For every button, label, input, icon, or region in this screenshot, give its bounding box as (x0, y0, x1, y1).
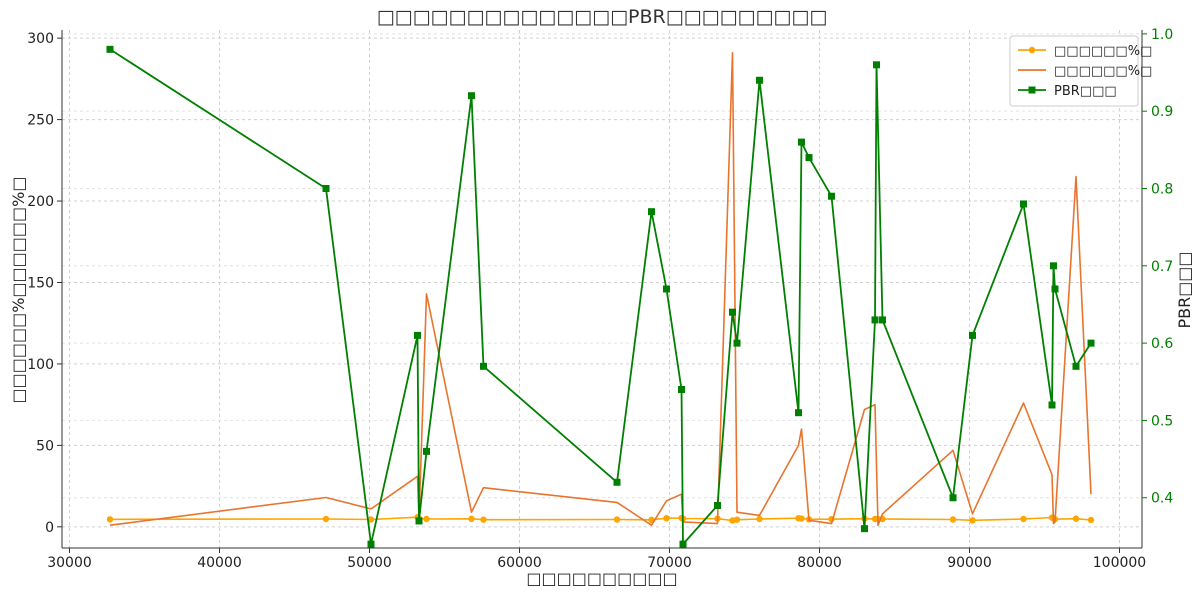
data-point-square (756, 76, 763, 84)
y-tick-label: 200 (27, 194, 54, 210)
x-tick-label: 60000 (497, 555, 542, 571)
chart-title: □□□□□□□□□□□□□□PBR□□□□□□□□□ (377, 6, 828, 28)
data-point-square (1072, 362, 1080, 370)
axes (61, 30, 1143, 549)
data-point-square (415, 517, 423, 525)
data-point-circle (423, 515, 430, 523)
x-tick-label: 100000 (1093, 555, 1146, 571)
x-tick-label: 90000 (947, 555, 992, 571)
data-point-circle (106, 516, 114, 523)
data-point-square (733, 339, 741, 347)
legend-box (1009, 35, 1139, 107)
x-axis-label: □□□□□□□□□□ (526, 569, 677, 588)
data-point-square (414, 331, 421, 339)
y2-tick-label: 0.9 (1151, 104, 1173, 120)
y2-tick-label: 0.4 (1151, 491, 1173, 507)
data-point-square (873, 61, 880, 69)
data-point-square (663, 285, 670, 293)
data-point-square (1048, 401, 1056, 409)
data-point-circle (1020, 515, 1027, 523)
data-point-square (1020, 200, 1027, 208)
data-point-circle (468, 515, 475, 523)
data-point-circle (1087, 516, 1095, 524)
data-point-square (795, 409, 802, 417)
legend: □□□□□□%□ □□□□□□%□ PBR□□□ (1009, 35, 1152, 107)
legend-label: □□□□□□%□ (1054, 44, 1152, 59)
x-tick-label: 50000 (347, 555, 392, 571)
data-point-square (805, 154, 813, 162)
data-point-circle (1072, 515, 1080, 522)
x-tick-label: 40000 (197, 555, 242, 571)
data-point-square (1050, 262, 1057, 270)
grid-lines (62, 30, 1142, 548)
data-point-square (480, 362, 487, 370)
data-point-square (714, 501, 721, 509)
data-point-square (828, 192, 835, 200)
y2-tick-label: 0.5 (1151, 413, 1173, 429)
data-point-square (367, 540, 375, 548)
data-point-square (969, 331, 976, 339)
data-point-square (879, 316, 886, 324)
data-point-circle (480, 516, 487, 523)
legend-swatch-marker (1028, 46, 1036, 54)
data-point-square (861, 525, 868, 533)
data-point-square (613, 478, 621, 486)
data-point-circle (949, 516, 957, 523)
x-tick-label: 80000 (797, 555, 842, 571)
plot-series (106, 45, 1095, 548)
data-point-square (679, 540, 687, 548)
y2-tick-label: 0.8 (1151, 181, 1173, 197)
data-point-square (423, 447, 430, 455)
data-point-square (648, 208, 655, 216)
data-point-square (871, 316, 879, 324)
x-tick-label: 70000 (647, 555, 692, 571)
y2-axis-label: PBR□□□ (1175, 251, 1194, 328)
legend-label: PBR□□□ (1054, 84, 1117, 99)
data-point-circle (969, 517, 976, 524)
y2-tick-label: 1.0 (1151, 27, 1173, 43)
data-point-square (322, 184, 330, 192)
data-point-circle (798, 515, 805, 522)
y-tick-label: 250 (27, 113, 54, 129)
data-point-square (949, 494, 957, 502)
data-point-square (729, 308, 736, 316)
data-point-square (468, 92, 475, 100)
y-axis-label: □□□□□□%□□□□□□%□ (9, 177, 28, 404)
data-point-square (1087, 339, 1095, 347)
data-point-square (678, 386, 685, 394)
y2-tick-label: 0.7 (1151, 259, 1173, 275)
data-point-square (1051, 285, 1059, 293)
data-point-circle (322, 515, 330, 523)
tick-labels: 30000 40000 50000 60000 70000 80000 90000 10000… (27, 27, 1173, 571)
data-point-circle (613, 516, 621, 523)
legend-swatch-marker (1028, 86, 1036, 94)
data-point-circle (663, 514, 670, 522)
legend-label: □□□□□□%□ (1054, 64, 1152, 79)
series-line-2 (109, 51, 1092, 527)
y-tick-label: 100 (27, 357, 54, 373)
data-point-circle (733, 516, 741, 523)
y-tick-label: 0 (45, 520, 54, 536)
y-tick-label: 50 (36, 438, 54, 454)
data-point-square (106, 45, 114, 53)
data-point-circle (367, 516, 375, 523)
data-point-square (798, 138, 805, 146)
x-tick-label: 30000 (47, 555, 92, 571)
data-point-circle (756, 515, 763, 523)
y-tick-label: 150 (27, 275, 54, 291)
y-tick-label: 300 (27, 31, 54, 47)
y2-tick-label: 0.6 (1151, 336, 1173, 352)
